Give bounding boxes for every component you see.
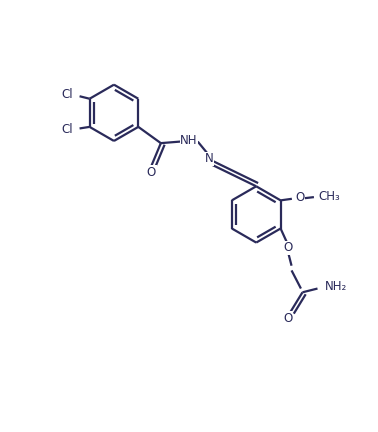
Text: NH: NH [180, 133, 198, 146]
Text: NH₂: NH₂ [325, 280, 347, 293]
Text: O: O [147, 166, 156, 179]
Text: O: O [284, 312, 293, 325]
Text: O: O [284, 241, 293, 254]
Text: Cl: Cl [62, 123, 73, 136]
Text: Cl: Cl [62, 89, 73, 102]
Text: N: N [205, 152, 214, 165]
Text: CH₃: CH₃ [318, 190, 340, 203]
Text: O: O [296, 191, 305, 204]
